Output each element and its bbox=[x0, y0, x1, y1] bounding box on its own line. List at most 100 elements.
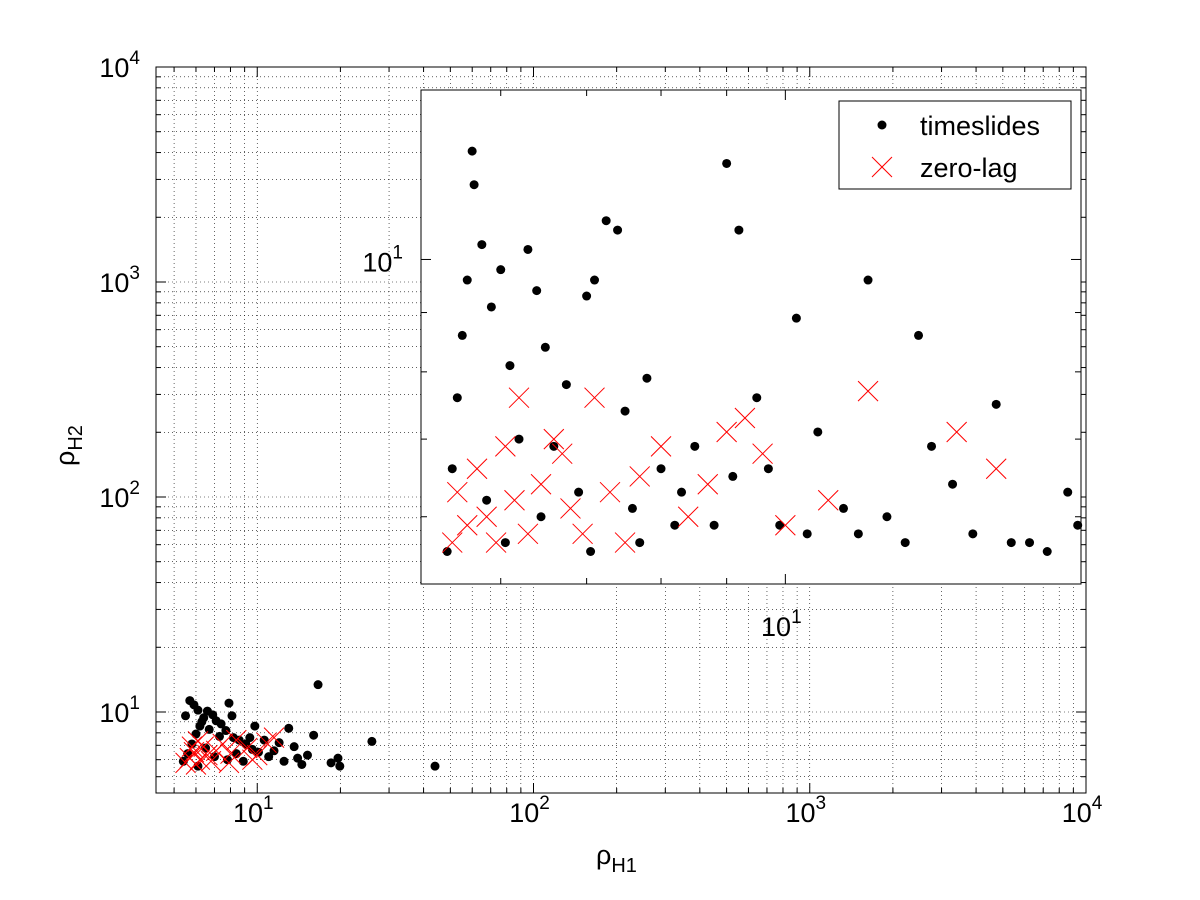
timeslides-point bbox=[335, 761, 345, 771]
inset-timeslides-point bbox=[900, 538, 910, 548]
inset-y-tick-label: 101 bbox=[362, 242, 403, 277]
legend-marker-zero-lag bbox=[871, 156, 893, 178]
inset-timeslides-point bbox=[582, 291, 592, 301]
x-tick-label: 101 bbox=[233, 793, 274, 828]
inset-timeslides-point bbox=[601, 216, 611, 226]
zero-lag-point bbox=[263, 727, 285, 748]
inset-timeslides-point bbox=[656, 464, 666, 474]
zero-lag-point bbox=[220, 743, 241, 765]
inset-timeslides-point bbox=[1006, 538, 1016, 548]
timeslides-point bbox=[191, 729, 201, 739]
inset-timeslides-point bbox=[627, 503, 637, 513]
y-tick-label: 102 bbox=[99, 478, 140, 513]
inset-timeslides-point bbox=[613, 225, 623, 235]
inset-timeslides-point bbox=[505, 361, 515, 371]
inset-timeslides-point bbox=[813, 427, 823, 437]
inset-zero-lag-point bbox=[584, 387, 605, 409]
inset-timeslides-point bbox=[482, 495, 492, 505]
inset-timeslides-point bbox=[728, 471, 738, 481]
inset-timeslides-point bbox=[763, 464, 773, 474]
zero-lag-point bbox=[185, 754, 207, 775]
inset-timeslides-point bbox=[486, 302, 496, 312]
inset-timeslides-point bbox=[882, 512, 892, 522]
inset-timeslides-point bbox=[775, 520, 785, 530]
x-tick-label: 102 bbox=[509, 793, 550, 828]
inset-timeslides-point bbox=[1042, 546, 1052, 556]
inset-timeslides-point bbox=[968, 529, 978, 539]
timeslides-point bbox=[227, 711, 237, 721]
inset-zero-lag-point bbox=[466, 458, 488, 480]
inset-zero-lag-point bbox=[752, 443, 773, 465]
inset-zero-lag-point bbox=[857, 380, 879, 402]
inset-timeslides-point bbox=[561, 380, 571, 390]
inset-zero-lag-point bbox=[629, 466, 651, 487]
timeslides-point bbox=[297, 759, 307, 769]
timeslides-point bbox=[189, 700, 199, 710]
inset-zero-lag-point bbox=[530, 473, 552, 495]
inset-zero-lag-point bbox=[508, 387, 530, 409]
inset-timeslides-point bbox=[690, 441, 700, 451]
inset-zero-lag-point bbox=[441, 532, 463, 553]
legend: timeslides zero-lag bbox=[838, 100, 1072, 190]
inset-timeslides-point bbox=[457, 330, 467, 340]
inset-zero-lag-point bbox=[495, 436, 516, 457]
inset-timeslides-point bbox=[536, 512, 546, 522]
inset-timeslides-point bbox=[752, 393, 762, 403]
zero-lag-point bbox=[225, 729, 247, 751]
timeslides-point bbox=[181, 711, 191, 721]
zero-lag-point bbox=[200, 750, 222, 772]
timeslides-point bbox=[250, 721, 260, 731]
zero-lag-point bbox=[236, 737, 258, 759]
timeslides-point bbox=[279, 756, 289, 766]
inset-zero-lag-point bbox=[946, 421, 968, 443]
inset-timeslides-point bbox=[532, 286, 542, 296]
inset-timeslides-point bbox=[500, 538, 510, 548]
legend-label-timeslides: timeslides bbox=[920, 111, 1040, 141]
inset-timeslides-point bbox=[722, 158, 732, 168]
inset-zero-lag-point bbox=[476, 506, 497, 528]
timeslides-point bbox=[224, 698, 234, 708]
inset-zero-lag-point bbox=[504, 489, 525, 511]
timeslides-point bbox=[216, 719, 226, 729]
zero-lag-point bbox=[218, 752, 240, 774]
inset-zero-lag-point bbox=[774, 514, 796, 536]
inset-timeslides-point bbox=[590, 275, 600, 285]
inset-timeslides-point bbox=[540, 342, 550, 352]
inset-timeslides-point bbox=[549, 441, 559, 451]
legend-marker-timeslides bbox=[877, 120, 887, 130]
inset-timeslides-point bbox=[991, 399, 1001, 409]
y-tick-label: 104 bbox=[99, 48, 140, 83]
inset-zero-lag-point bbox=[560, 498, 581, 519]
inset-zero-lag-point bbox=[734, 407, 756, 429]
timeslides-point bbox=[187, 739, 197, 749]
timeslides-point bbox=[214, 731, 224, 741]
timeslides-point bbox=[231, 749, 241, 759]
inset-timeslides-point bbox=[514, 434, 524, 444]
zero-lag-point bbox=[212, 733, 234, 755]
inset-zero-lag-point bbox=[985, 458, 1007, 480]
inset-zero-lag-point bbox=[446, 481, 468, 503]
inset-timeslides-point bbox=[1025, 538, 1035, 548]
timeslides-point bbox=[289, 742, 299, 752]
inset-timeslides-point bbox=[802, 529, 812, 539]
inset-timeslides-point bbox=[927, 441, 937, 451]
inset-timeslides-point bbox=[709, 520, 719, 530]
inset-timeslides-point bbox=[447, 464, 457, 474]
timeslides-point bbox=[238, 756, 248, 766]
inset-timeslides-point bbox=[620, 406, 630, 416]
timeslides-point bbox=[326, 758, 336, 768]
timeslides-point bbox=[367, 736, 377, 746]
x-tick-label: 104 bbox=[1062, 793, 1103, 828]
inset-timeslides-point bbox=[677, 487, 687, 497]
zero-lag-point bbox=[187, 731, 209, 752]
timeslides-point bbox=[197, 717, 207, 727]
inset-timeslides-point bbox=[635, 538, 645, 548]
inset-zero-lag-point bbox=[614, 532, 636, 553]
timeslides-point bbox=[264, 752, 274, 762]
inset-zero-lag-point bbox=[599, 481, 621, 503]
inset-timeslides-point bbox=[734, 225, 744, 235]
inset-zero-lag-point bbox=[456, 514, 478, 536]
main-points bbox=[175, 680, 440, 775]
timeslides-point bbox=[313, 680, 323, 690]
